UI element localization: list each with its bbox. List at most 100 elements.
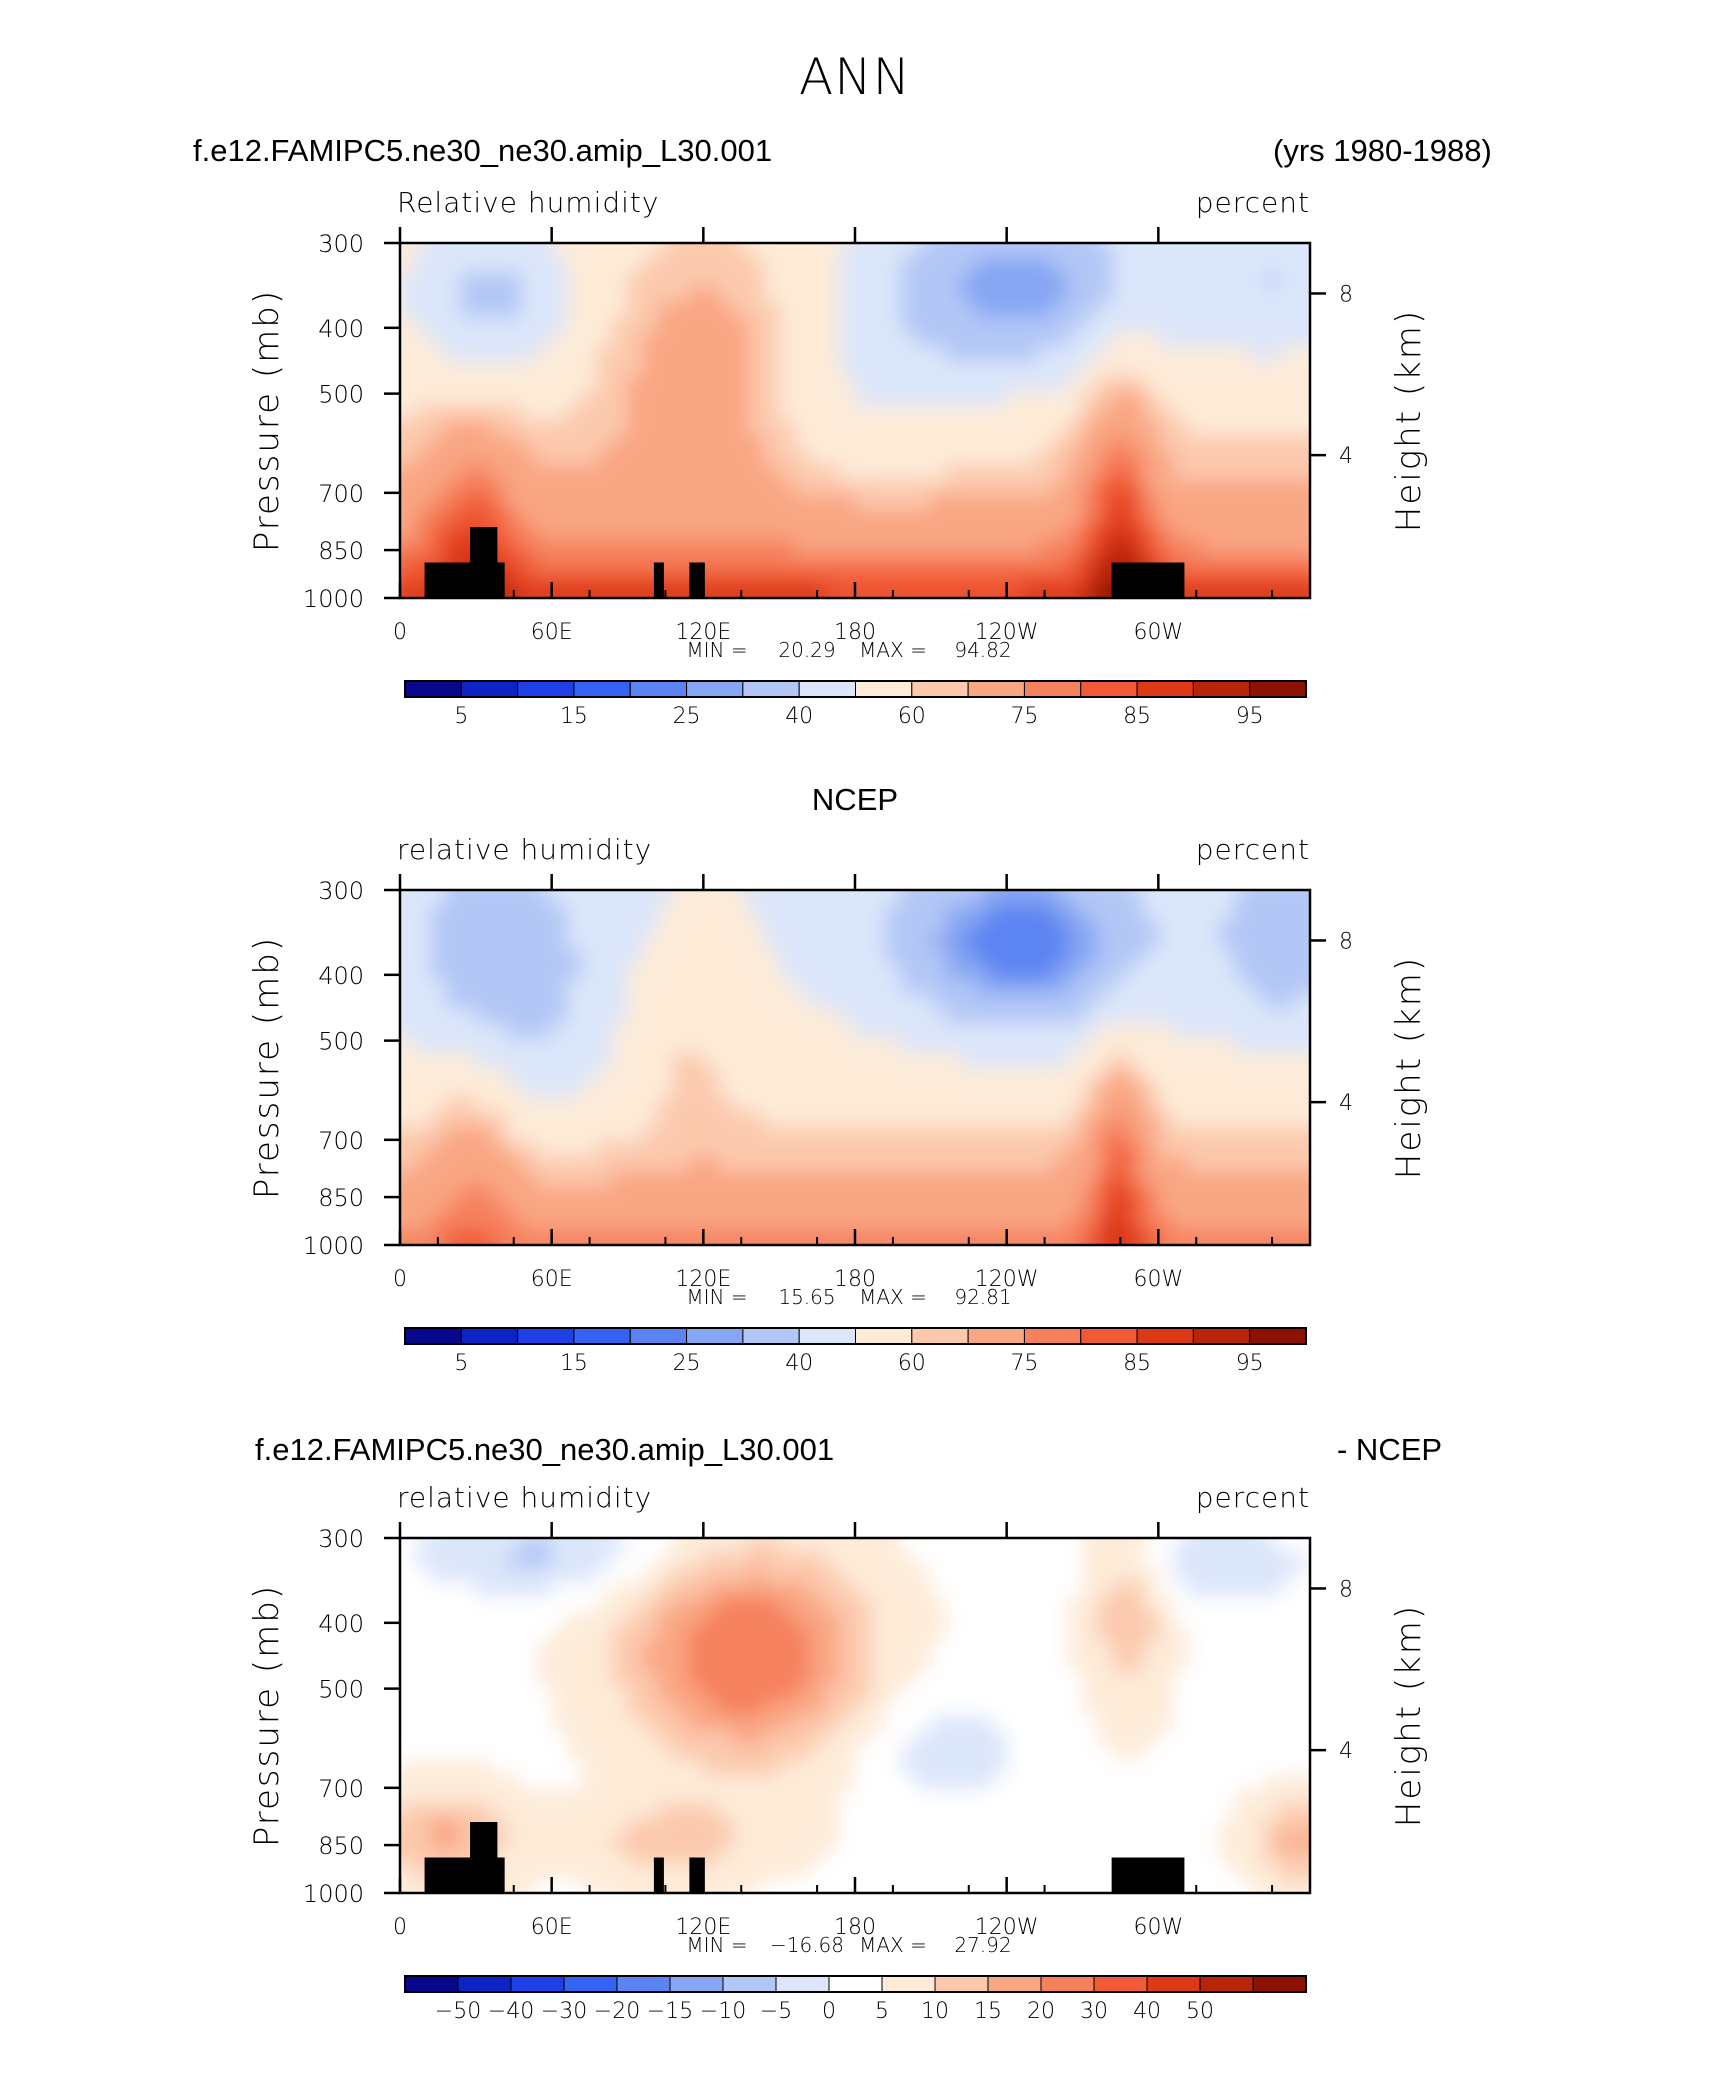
field-cell [703, 1878, 720, 1893]
field-cell [915, 1759, 932, 1776]
field-cell [1082, 1833, 1099, 1850]
field-cell [1310, 1642, 1326, 1658]
field-cell [400, 1215, 417, 1232]
field-cell [475, 1730, 492, 1747]
field-cell [794, 1082, 811, 1099]
colorbar-swatch [742, 1327, 800, 1345]
field-cell [642, 1597, 659, 1613]
field-cell [566, 302, 583, 318]
field-cell [1112, 1611, 1129, 1628]
field-cell [748, 1582, 765, 1599]
field-cell [1279, 1789, 1296, 1806]
field-cell [475, 1097, 492, 1113]
field-cell [1310, 524, 1326, 540]
field-cell [1037, 1567, 1054, 1584]
field-cell [991, 553, 1008, 570]
field-cell [1128, 1185, 1145, 1202]
field-cell [1097, 1230, 1114, 1245]
field-cell [506, 1848, 523, 1865]
field-cell [430, 1185, 447, 1202]
field-cell [1310, 1686, 1326, 1702]
field-cell [794, 1819, 811, 1835]
field-cell [1006, 949, 1023, 965]
field-cell [1067, 1774, 1084, 1791]
field-cell [1037, 1156, 1054, 1173]
field-cell [839, 538, 856, 555]
field-cell [764, 1759, 781, 1776]
field-cell [1112, 1730, 1129, 1747]
field-cell [1203, 1611, 1220, 1628]
field-cell [794, 287, 811, 304]
field-cell [1234, 1804, 1251, 1821]
field-cell [445, 1200, 462, 1217]
field-cell [642, 1037, 659, 1054]
field-cell [1097, 1141, 1114, 1158]
field-cell [1143, 1245, 1159, 1261]
field-cell [930, 1156, 947, 1173]
field-cell [415, 949, 432, 965]
field-cell [1294, 346, 1310, 363]
field-cell [1310, 1701, 1326, 1717]
field-cell [688, 1597, 705, 1613]
field-cell [915, 1819, 932, 1835]
field-cell [991, 302, 1008, 318]
field-cell [718, 553, 735, 570]
field-cell [764, 1052, 781, 1069]
field-cell [794, 538, 811, 555]
field-cell [1112, 376, 1129, 392]
field-cell [733, 1037, 750, 1054]
field-cell [688, 331, 705, 348]
field-cell [764, 1819, 781, 1835]
field-cell [536, 257, 553, 274]
field-cell [1082, 1819, 1099, 1835]
field-cell [582, 390, 599, 407]
field-cell [930, 1067, 947, 1084]
field-cell [930, 1037, 947, 1054]
field-cell [1294, 1082, 1310, 1099]
field-cell [491, 1185, 508, 1202]
field-cell [1158, 1730, 1175, 1747]
field-cell [1203, 1141, 1220, 1158]
field-cell [597, 405, 614, 422]
field-cell [1097, 1611, 1114, 1628]
field-cell [870, 1893, 886, 1909]
field-cell [521, 1097, 538, 1113]
field-cell [839, 568, 856, 585]
field-cell [1203, 1745, 1220, 1761]
field-cell [991, 1671, 1008, 1687]
field-cell [1294, 890, 1310, 906]
field-cell [400, 287, 417, 304]
field-cell [915, 1156, 932, 1173]
field-cell [521, 890, 538, 891]
field-cell [809, 524, 826, 540]
field-cell [506, 509, 523, 526]
field-cell [582, 1245, 598, 1261]
field-cell [839, 243, 856, 244]
field-cell [809, 934, 826, 951]
field-cell [1112, 1023, 1129, 1039]
field-cell [915, 420, 932, 437]
field-cell [597, 509, 614, 526]
field-cell [779, 1789, 796, 1806]
field-cell [1280, 598, 1296, 614]
field-cell [400, 1730, 401, 1747]
field-cell [1097, 1863, 1114, 1880]
field-cell [1006, 1819, 1023, 1835]
field-cell [900, 1008, 917, 1025]
field-cell [566, 568, 583, 585]
field-cell [551, 568, 568, 585]
field-cell [1158, 405, 1175, 422]
field-cell [1143, 420, 1160, 437]
field-cell [1310, 361, 1326, 377]
field-cell [809, 243, 826, 259]
field-cell [900, 1863, 917, 1880]
field-cell [551, 1230, 568, 1245]
field-cell [400, 1878, 417, 1893]
field-cell [809, 1759, 826, 1776]
colorbar-swatch [1136, 1327, 1194, 1345]
field-cell [1188, 1052, 1205, 1069]
field-cell [597, 1641, 614, 1658]
field-cell [1128, 1626, 1145, 1643]
field-cell [400, 1685, 417, 1702]
field-cell [1173, 1641, 1190, 1658]
